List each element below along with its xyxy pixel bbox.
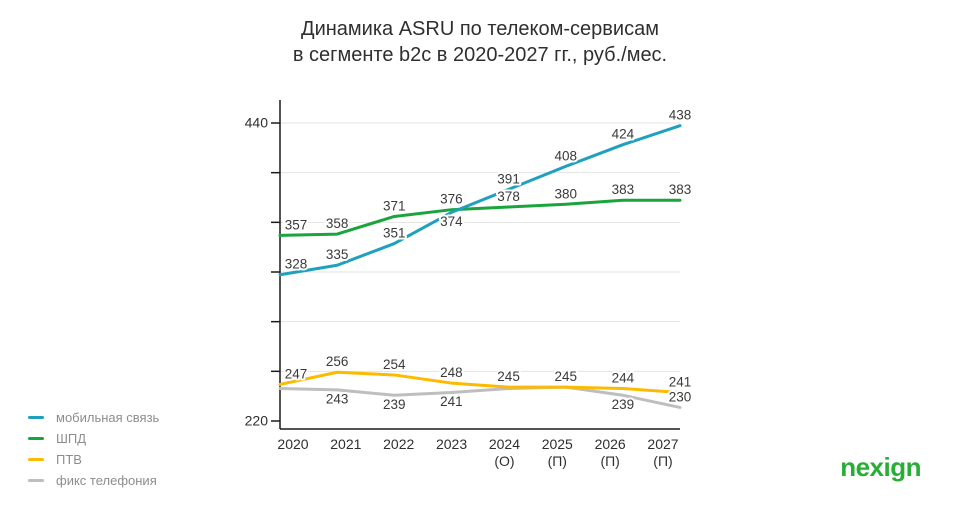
legend-label-fixed: фикс телефония <box>56 473 157 488</box>
x-tick-label: 2026 <box>595 436 626 452</box>
chart-title-line2: в сегменте b2c в 2020-2027 гг., руб./мес… <box>292 44 668 66</box>
x-tick-label: 2023 <box>436 436 467 452</box>
x-tick-label: 2021 <box>330 436 361 452</box>
legend-item-shpd: ШПД <box>28 428 159 449</box>
x-tick-label: 2027 <box>647 436 678 452</box>
data-label: 378 <box>497 189 520 204</box>
data-label: 243 <box>326 391 349 406</box>
legend-label-ptv: ПТВ <box>56 452 82 467</box>
x-tick-note: (О) <box>494 453 514 469</box>
legend-item-fixed: фикс телефония <box>28 470 159 491</box>
series-line-2 <box>278 370 682 395</box>
x-tick-label: 2022 <box>383 436 414 452</box>
data-label: 438 <box>669 108 692 123</box>
x-tick-label: 2024 <box>489 436 520 452</box>
data-label: 328 <box>285 257 308 272</box>
data-label: 383 <box>612 182 635 197</box>
legend-swatch-mobile <box>28 416 44 419</box>
chart-title-line1: Динамика ASRU по телеком-сервисам <box>301 18 659 40</box>
x-tick-note: (П) <box>653 453 672 469</box>
data-label: 357 <box>285 217 308 232</box>
legend-swatch-shpd <box>28 437 44 440</box>
data-label: 335 <box>326 247 349 262</box>
data-label: 374 <box>440 214 463 229</box>
data-label: 239 <box>612 397 635 412</box>
x-tick-label: 2025 <box>542 436 573 452</box>
x-tick-note: (П) <box>548 453 567 469</box>
data-label: 241 <box>440 394 463 409</box>
data-label: 376 <box>440 192 463 207</box>
y-tick-label: 220 <box>245 413 269 429</box>
series-line-1 <box>278 198 682 237</box>
legend-swatch-fixed <box>28 479 44 482</box>
legend-swatch-ptv <box>28 458 44 461</box>
data-label: 424 <box>612 127 635 142</box>
legend-label-mobile: мобильная связь <box>56 410 160 425</box>
data-label: 239 <box>383 397 406 412</box>
data-label: 245 <box>554 369 577 384</box>
data-label: 383 <box>669 182 692 197</box>
x-tick-note: (П) <box>600 453 619 469</box>
data-label: 256 <box>326 354 349 369</box>
y-tick-label: 440 <box>245 115 269 131</box>
data-label: 241 <box>669 375 692 390</box>
legend-label-shpd: ШПД <box>56 431 87 446</box>
chart-title: Динамика ASRU по телеком-сервисам в сегм… <box>0 16 960 68</box>
data-label: 230 <box>669 389 692 404</box>
nexign-logo: nexign <box>840 452 921 482</box>
data-label: 248 <box>440 365 463 380</box>
data-label: 391 <box>497 171 520 186</box>
data-label: 358 <box>326 216 349 231</box>
legend: мобильная связь ШПД ПТВ фикс телефония <box>28 407 159 491</box>
legend-item-mobile: мобильная связь <box>28 407 159 428</box>
data-label: 408 <box>554 148 577 163</box>
x-tick-label: 2020 <box>277 436 308 452</box>
data-label: 371 <box>383 198 406 213</box>
data-label: 351 <box>383 226 406 241</box>
series-line-0 <box>278 124 682 277</box>
data-label: 247 <box>285 366 308 381</box>
series-line-3 <box>278 385 682 409</box>
legend-item-ptv: ПТВ <box>28 449 159 470</box>
data-label: 245 <box>497 369 520 384</box>
data-label: 380 <box>554 186 577 201</box>
data-label: 244 <box>612 370 635 385</box>
data-label: 254 <box>383 357 406 372</box>
